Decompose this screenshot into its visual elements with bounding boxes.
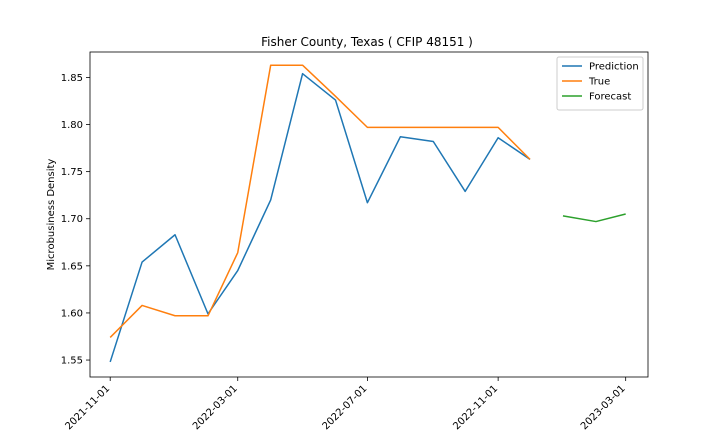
plot-frame xyxy=(89,51,649,378)
legend: Prediction True Forecast xyxy=(556,56,644,111)
y-tick-label: 1.75 xyxy=(61,167,83,178)
series-line-forecast xyxy=(562,213,626,223)
series-line-true xyxy=(109,64,531,338)
chart-title: Fisher County, Texas ( CFIP 48151 ) xyxy=(261,35,473,49)
y-tick-label: 1.70 xyxy=(61,214,83,225)
x-tick-label: 2023-03-01 xyxy=(579,383,628,432)
legend-label: Forecast xyxy=(589,92,631,103)
x-tick-label: 2021-11-01 xyxy=(63,383,112,432)
legend-label: Prediction xyxy=(589,62,639,73)
legend-label: True xyxy=(588,77,610,88)
y-tick-label: 1.85 xyxy=(61,73,83,84)
y-tick-label: 1.65 xyxy=(61,261,83,272)
x-tick-label: 2022-11-01 xyxy=(451,383,500,432)
series-line-prediction xyxy=(109,72,531,363)
y-tick-label: 1.80 xyxy=(61,120,83,131)
y-tick-label: 1.60 xyxy=(61,308,83,319)
y-tick-label: 1.55 xyxy=(61,356,83,367)
x-tick-label: 2022-07-01 xyxy=(321,383,370,432)
x-tick-label: 2022-03-01 xyxy=(191,383,240,432)
y-axis-label: Microbusiness Density xyxy=(46,159,57,271)
